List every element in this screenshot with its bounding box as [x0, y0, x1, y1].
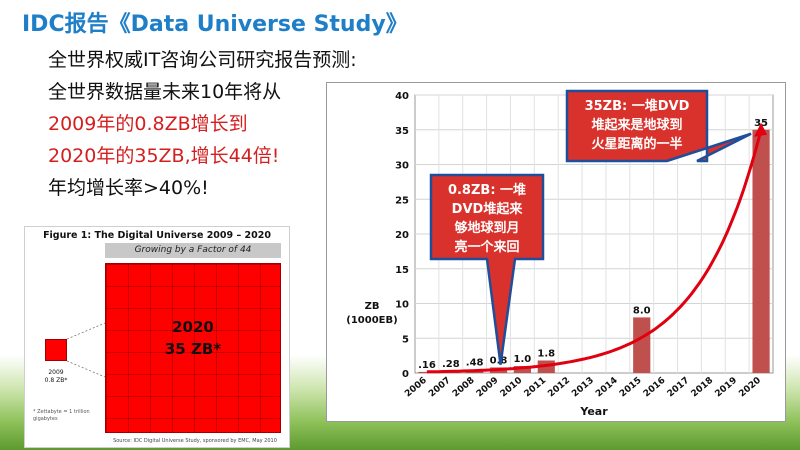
data-label-2009: 0.8 — [490, 355, 508, 366]
y-tick-label: 25 — [395, 195, 409, 206]
chart-svg: 0510152025303540.162006.282007.4820080.8… — [346, 89, 774, 418]
data-label-2010: 1.0 — [514, 354, 532, 365]
trend-arrowhead — [754, 122, 768, 137]
x-tick-label: 2009 — [475, 376, 501, 400]
x-tick-label: 2017 — [666, 376, 692, 400]
bar-2010 — [513, 366, 531, 373]
x-tick-label: 2010 — [499, 376, 525, 400]
data-label-2008: .48 — [466, 358, 484, 369]
y-tick-label: 10 — [395, 300, 409, 311]
figure-source: Source: IDC Digital Universe Study, spon… — [113, 438, 277, 444]
x-tick-label: 2018 — [690, 376, 716, 400]
x-tick-label: 2011 — [523, 376, 549, 400]
y-tick-label: 15 — [395, 265, 409, 276]
big-square-label: 2020 35 ZB* — [106, 316, 280, 360]
x-tick-label: 2008 — [451, 376, 477, 400]
small-square-2009 — [45, 339, 67, 361]
y-tick-label: 40 — [395, 91, 409, 102]
callout-2009-bubble — [429, 173, 545, 365]
data-label-2015: 8.0 — [633, 305, 651, 316]
y-axis-title-line2: (1000EB) — [346, 315, 397, 326]
trend-curve — [426, 129, 763, 374]
data-label-2011: 1.8 — [537, 348, 555, 359]
callout-2009-line: 够地球到月 — [453, 220, 519, 236]
small-label-value: 0.8 ZB* — [44, 377, 68, 384]
y-tick-label: 35 — [395, 126, 409, 137]
slide-title: IDC报告《Data Universe Study》 — [22, 12, 408, 37]
callout-2009-line: 亮一个来回 — [454, 239, 519, 255]
summary-line-3: 2009年的0.8ZB增长到 — [48, 113, 248, 135]
callout-2020-line: 堆起来是地球到 — [591, 117, 682, 133]
summary-line-4: 2020年的35ZB,增长44倍! — [48, 145, 280, 167]
big-square-2020: 2020 35 ZB* — [105, 263, 281, 433]
digital-universe-figure: Figure 1: The Digital Universe 2009 – 20… — [24, 226, 290, 448]
x-tick-label: 2019 — [714, 376, 740, 400]
data-growth-chart: 0 5 10 15 20 25 30 35 40.16 2006.28 2007.48 2008 0.8… — [326, 82, 786, 422]
x-tick-label: 2007 — [427, 376, 453, 400]
small-square-label: 2009 0.8 ZB* — [39, 369, 73, 385]
y-tick-label: 0 — [402, 369, 409, 380]
y-axis-title-line1: ZB — [365, 301, 380, 312]
callout-2020-line: 35ZB: 一堆DVD — [585, 98, 690, 114]
data-label-2007: .28 — [442, 359, 460, 370]
x-tick-label: 2013 — [570, 376, 596, 400]
x-tick-label: 2012 — [546, 376, 572, 400]
summary-text: 全世界权威IT咨询公司研究报告预测: 全世界数据量未来10年将从 2009年的0… — [48, 44, 357, 204]
small-label-year: 2009 — [48, 369, 64, 376]
figure-subtitle: Growing by a Factor of 44 — [105, 243, 281, 258]
x-tick-label: 2015 — [618, 376, 644, 400]
x-tick-label: 2016 — [642, 376, 668, 400]
bar-2020 — [752, 129, 770, 373]
data-label-2006: .16 — [418, 360, 436, 371]
y-tick-label: 30 — [395, 161, 409, 172]
figure-connector-lines — [66, 322, 106, 378]
x-axis-title: Year — [579, 405, 608, 418]
summary-line-5: 年均增长率>40%! — [48, 177, 209, 199]
y-tick-label: 5 — [402, 334, 409, 345]
summary-line-1: 全世界权威IT咨询公司研究报告预测: — [48, 49, 357, 71]
callout-2009-line: 0.8ZB: 一堆 — [448, 182, 526, 198]
figure-title: Figure 1: The Digital Universe 2009 – 20… — [43, 230, 271, 241]
figure-footnote: * Zettabyte = 1 trillion gigabytes — [33, 409, 90, 422]
callout-2009-line: DVD堆起来 — [452, 201, 524, 217]
callout-2020-bubble — [565, 89, 752, 163]
x-tick-label: 2020 — [737, 376, 763, 400]
big-label-year: 2020 — [172, 318, 214, 336]
big-label-value: 35 ZB* — [164, 340, 222, 358]
x-tick-label: 2014 — [594, 376, 620, 400]
callout-2020-line: 火星距离的一半 — [591, 136, 682, 152]
y-tick-label: 20 — [395, 230, 409, 241]
summary-line-2: 全世界数据量未来10年将从 — [48, 81, 282, 103]
bar-2015 — [633, 317, 651, 373]
